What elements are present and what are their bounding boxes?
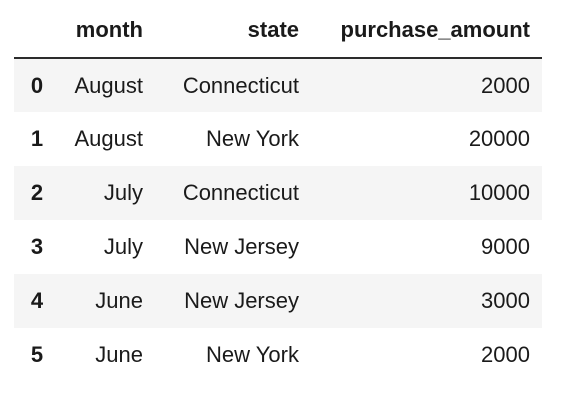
cell-state: New Jersey [184,234,299,259]
cell-state: Connecticut [182,180,299,205]
table-row: 1 August New York 20000 [14,112,542,166]
column-header-purchase-amount: purchase_amount [311,3,542,59]
cell-month: July [103,234,143,259]
column-header-month: month [58,3,155,59]
row-index: 2 [30,180,44,205]
index-header [14,3,58,59]
cell-month: June [95,288,143,313]
cell-purchase-amount: 10000 [468,180,530,205]
row-index: 1 [30,126,44,151]
cell-purchase-amount: 2000 [481,342,530,367]
cell-purchase-amount: 20000 [468,126,530,151]
cell-purchase-amount: 2000 [481,72,530,98]
table-row: 4 June New Jersey 3000 [14,274,542,328]
cell-month: July [103,180,143,205]
cell-month: August [74,126,144,151]
row-index: 3 [30,234,44,259]
cell-state: New York [206,126,299,151]
row-index: 0 [30,72,44,98]
cell-purchase-amount: 9000 [481,234,530,259]
table-body: 0 August Connecticut 2000 1 August New Y… [14,58,542,382]
cell-month: June [95,342,143,367]
cell-month: August [74,72,144,98]
table-row: 3 July New Jersey 9000 [14,220,542,274]
cell-purchase-amount: 3000 [481,288,530,313]
table-row: 0 August Connecticut 2000 [14,58,542,112]
cell-state: New Jersey [184,288,299,313]
table-row: 2 July Connecticut 10000 [14,166,542,220]
table-header: month state purchase_amount [14,3,542,59]
header-row: month state purchase_amount [14,3,542,59]
cell-state: New York [206,342,299,367]
column-header-state: state [155,3,311,59]
cell-state: Connecticut [182,72,299,98]
row-index: 5 [30,342,44,367]
table-row: 5 June New York 2000 [14,328,542,382]
row-index: 4 [30,288,44,313]
dataframe-table: month state purchase_amount 0 August Con… [14,3,542,382]
